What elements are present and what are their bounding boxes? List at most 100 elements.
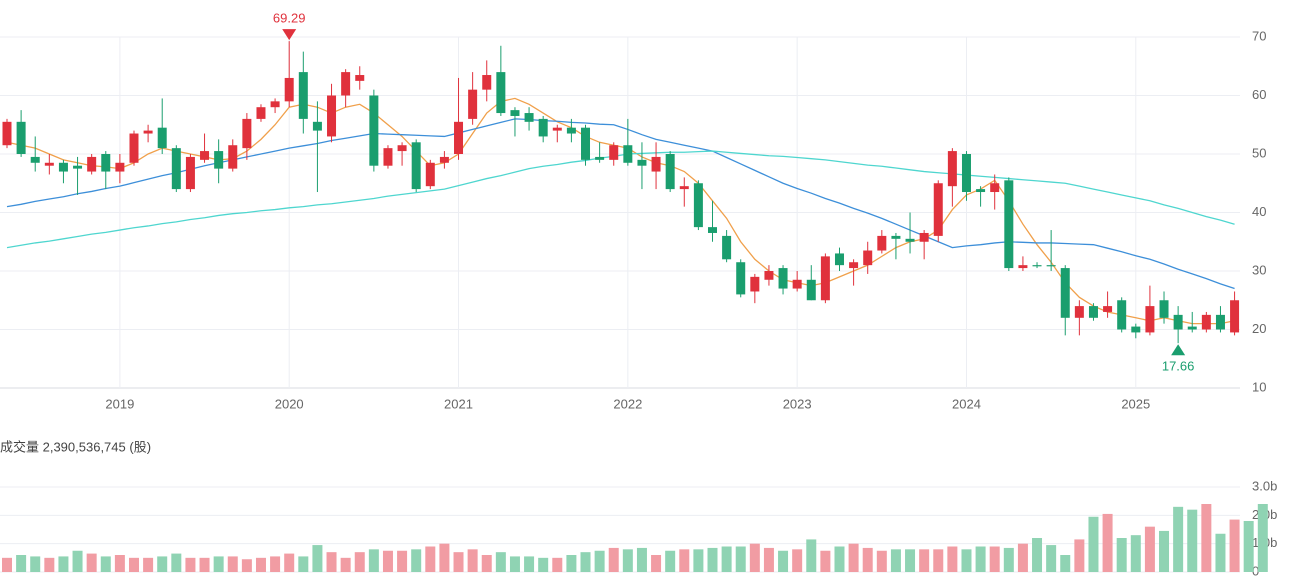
candle-body [566,127,576,134]
candle-body [665,154,675,190]
candle-body [397,145,407,152]
volume-bar [919,549,930,572]
candle-body [679,186,689,190]
candle-body [87,156,97,172]
candle-body [834,253,844,266]
candle-body [820,256,830,301]
volume-bar [961,549,972,572]
volume-bar [622,549,633,572]
candle-body [214,151,224,169]
volume-bar [16,555,27,572]
volume-bar [58,556,69,572]
candle-body [1173,314,1183,330]
volume-title: 成交量 2,390,536,745 (股) [0,439,151,454]
volume-bar [707,547,718,572]
volume-bar [72,550,83,572]
candle-body [1145,306,1155,333]
volume-bar [241,559,252,572]
candle-body [976,189,986,193]
candle-body [1018,265,1028,269]
candle-body [1215,314,1225,330]
candle-body [933,183,943,236]
candle-body [312,121,322,131]
volume-bar [199,557,210,572]
candle-body [637,159,647,166]
volume-bar [665,550,676,572]
candle-body [454,121,464,154]
candle-body [129,133,139,163]
volume-bar [86,553,97,572]
volume-bar [467,549,478,572]
candle-body [538,118,548,137]
volume-bar [1159,530,1170,572]
candle-body [1159,300,1169,318]
candle-body [341,72,351,96]
max-marker [282,29,297,41]
volume-bar [185,557,196,572]
y-tick-label: 20 [1252,321,1266,336]
candle-body [736,262,746,295]
volume-bar [114,555,125,572]
candle-body [708,227,717,233]
volume-bar [382,550,393,572]
y-tick-label: 60 [1252,87,1266,102]
candle-body [157,127,167,149]
volume-bar [1130,535,1141,572]
candle-body [552,127,562,131]
candle-body [270,101,280,108]
candle-body [581,127,591,160]
candle-body [1088,306,1098,318]
volume-bar [989,546,1000,572]
x-tick-label: 2019 [105,396,134,411]
volume-bar [848,543,859,572]
candle-body [58,162,68,172]
candle-body [764,271,774,280]
volume-bar [1116,538,1127,572]
candle-body [30,156,40,163]
volume-bar [1046,545,1057,572]
candle-body [1103,306,1113,312]
candle-body [651,156,661,172]
volume-bar [862,547,873,572]
volume-bar [524,556,535,572]
candle-body [849,262,859,269]
volume-bar [453,552,464,572]
candle-body [185,156,195,190]
candle-body [1230,300,1240,333]
volume-bar [143,557,154,572]
volume-bar [1074,539,1085,572]
volume-bar [368,549,379,572]
candle-body [947,151,957,187]
candle-body [990,183,1000,193]
volume-bar [1060,555,1071,572]
candle-body [877,235,887,251]
volume-bar [284,553,295,572]
y-tick-label: 50 [1252,145,1266,160]
candle-body [1004,180,1014,269]
volume-bar [792,549,803,572]
candle-body [778,268,788,289]
candle-body [1131,326,1141,333]
candle-body [171,148,181,190]
volume-bar [552,557,563,572]
volume-bar [128,557,139,572]
volume-bar [255,557,266,572]
candle-body [919,232,929,242]
volume-bar [312,545,323,572]
volume-bar [566,555,577,572]
candle-body [510,110,520,116]
candle-body [595,156,605,160]
volume-bar [354,552,365,572]
volume-bar [495,552,506,572]
candle-body [482,75,492,90]
min-label: 17.66 [1162,359,1195,374]
candle-body [228,145,238,169]
volume-bar [411,549,422,572]
volume-bar [735,546,746,572]
volume-bar [397,550,408,572]
candle-body [425,162,435,187]
volume-bar [171,553,182,572]
candle-body [1060,268,1070,318]
candle-body [722,235,732,260]
volume-bar [1243,521,1254,572]
